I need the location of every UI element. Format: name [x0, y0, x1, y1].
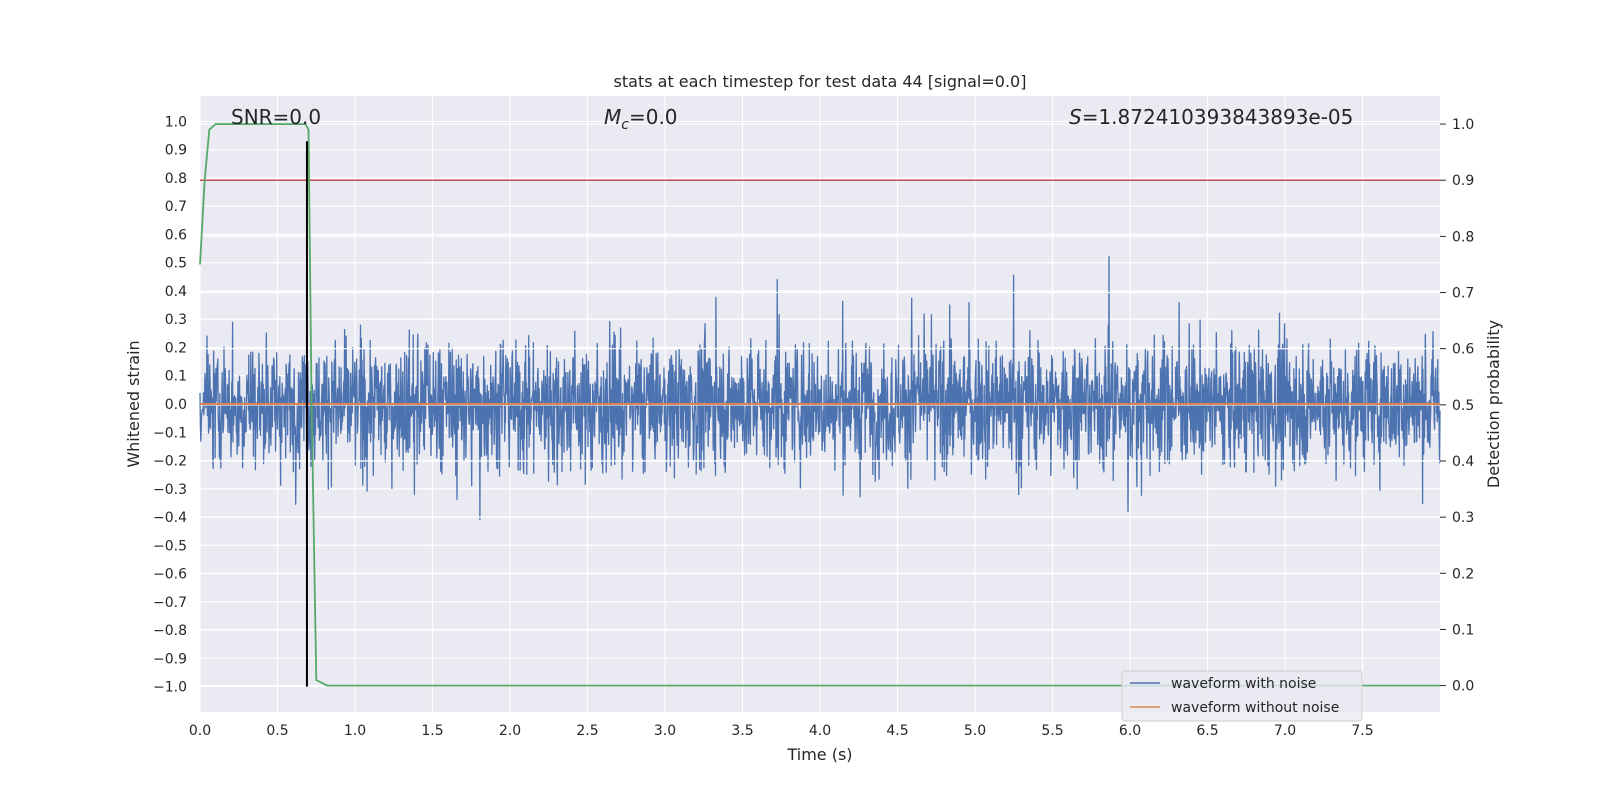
y2-tick-label: 0.9: [1452, 173, 1474, 189]
x-tick-label: 4.5: [886, 723, 908, 739]
y-tick-label: 0.6: [165, 227, 187, 243]
x-tick-label: 1.0: [344, 723, 366, 739]
legend-box: [1121, 670, 1363, 722]
legend-label-clean: waveform without noise: [1171, 700, 1339, 716]
series-waveform-with-noise: [199, 255, 1441, 521]
y2-tick-label: 0.5: [1452, 398, 1474, 414]
y2-tick-label: 0.7: [1452, 286, 1474, 302]
s-annotation: S=1.872410393843893e-05: [1069, 105, 1353, 129]
x-tick-label: 2.5: [576, 723, 598, 739]
y2-tick-label: 0.1: [1452, 622, 1474, 638]
y-tick-label: 0.3: [165, 312, 187, 328]
y-tick-label: −0.4: [153, 510, 187, 526]
y-tick-label: 0.5: [165, 256, 187, 272]
legend-label-noise: waveform with noise: [1171, 676, 1316, 692]
s-symbol: S: [1069, 105, 1082, 129]
y-tick-label: −0.3: [153, 482, 187, 498]
legend: waveform with noise waveform without noi…: [1121, 670, 1363, 722]
chirp-mass-symbol: M: [604, 105, 621, 129]
y2-tick-label: 1.0: [1452, 117, 1474, 133]
x-tick-label: 2.0: [499, 723, 521, 739]
x-tick-label: 3.5: [731, 723, 753, 739]
y2-axis-ticks: 1.0 0.9 0.8 0.7 0.6 0.5 0.4 0.3 0.2 0.1 0.0: [1440, 117, 1474, 695]
snr-annotation: SNR=0.0: [231, 105, 321, 129]
s-value: =1.872410393843893e-05: [1082, 105, 1354, 129]
y-tick-label: 1.0: [165, 114, 187, 130]
y-tick-label: −0.2: [153, 454, 187, 470]
chart-title: stats at each timestep for test data 44 …: [614, 72, 1027, 91]
y-tick-label: −0.9: [153, 651, 187, 667]
chirp-mass-annotation: Mc=0.0: [604, 105, 678, 133]
y-tick-label: −0.8: [153, 623, 187, 639]
y2-tick-label: 0.6: [1452, 342, 1474, 358]
y-tick-label: 0.2: [165, 340, 187, 356]
y-tick-label: −0.1: [153, 425, 187, 441]
x-tick-label: 0.5: [266, 723, 288, 739]
x-axis-ticks: 0.0 0.5 1.0 1.5 2.0 2.5 3.0 3.5 4.0 4.5 5.0 5.5 6.0 6…: [189, 723, 1374, 739]
x-tick-label: 7.5: [1351, 723, 1373, 739]
y-tick-label: −0.7: [153, 595, 187, 611]
y-tick-label: 0.7: [165, 199, 187, 215]
x-tick-label: 5.5: [1041, 723, 1063, 739]
y-axis-ticks: 1.0 0.9 0.8 0.7 0.6 0.5 0.4 0.3 0.2 0.1 0.0 −0.1 −0.…: [153, 114, 187, 695]
y-tick-label: −0.6: [153, 567, 187, 583]
y2-tick-label: 0.0: [1452, 679, 1474, 695]
series-detection-probability: [199, 123, 1440, 687]
y2-tick-label: 0.8: [1452, 229, 1474, 245]
y2-tick-label: 0.2: [1452, 566, 1474, 582]
y-tick-label: 0.1: [165, 369, 187, 385]
y2-axis-label: Detection probability: [1484, 320, 1503, 488]
x-axis-label: Time (s): [786, 745, 852, 764]
chirp-mass-value: =0.0: [629, 105, 678, 129]
y-tick-label: 0.9: [165, 143, 187, 159]
y-tick-label: −0.5: [153, 538, 187, 554]
x-tick-label: 3.0: [654, 723, 676, 739]
probability-line: [199, 123, 1440, 687]
y-axis-label: Whitened strain: [124, 340, 143, 467]
chirp-mass-subscript: c: [621, 117, 629, 133]
y-tick-label: 0.8: [165, 171, 187, 187]
y2-tick-label: 0.3: [1452, 510, 1474, 526]
y-tick-label: 0.4: [165, 284, 187, 300]
x-tick-label: 6.0: [1119, 723, 1141, 739]
x-tick-label: 7.0: [1274, 723, 1296, 739]
x-tick-label: 4.0: [809, 723, 831, 739]
x-tick-label: 1.5: [421, 723, 443, 739]
y2-tick-label: 0.4: [1452, 454, 1474, 470]
x-tick-label: 6.5: [1196, 723, 1218, 739]
y-tick-label: −1.0: [153, 680, 187, 696]
x-tick-label: 0.0: [189, 723, 211, 739]
noise-waveform-line: [199, 255, 1441, 521]
y-tick-label: 0.0: [165, 397, 187, 413]
x-tick-label: 5.0: [964, 723, 986, 739]
